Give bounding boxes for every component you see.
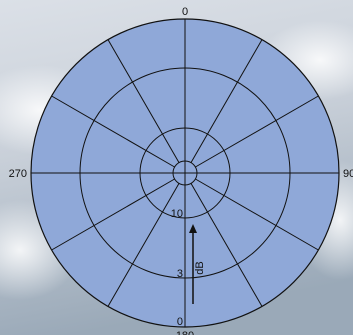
angle-label-0: 0 [182, 6, 188, 18]
spoke-210 [107, 183, 180, 307]
spoke-150 [190, 183, 263, 307]
angle-label-270: 270 [9, 168, 27, 180]
angle-label-90: 90 [343, 168, 353, 180]
tick-labels: 0 90 180 270 10 3 0 [9, 6, 353, 335]
radial-tick-label-0: 0 [177, 316, 183, 328]
spoke-330 [107, 39, 180, 163]
spoke-120 [195, 178, 319, 251]
spoke-30 [190, 39, 263, 163]
spoke-300 [51, 95, 175, 168]
radial-tick-label-10: 10 [171, 208, 183, 220]
radial-tick-label-3: 3 [177, 268, 183, 280]
radial-axis-arrow [189, 224, 197, 304]
spoke-60 [195, 95, 319, 168]
angle-spokes [31, 19, 339, 327]
spoke-240 [51, 178, 175, 251]
radial-unit-label: dB [194, 261, 206, 274]
angle-label-180: 180 [176, 330, 194, 335]
